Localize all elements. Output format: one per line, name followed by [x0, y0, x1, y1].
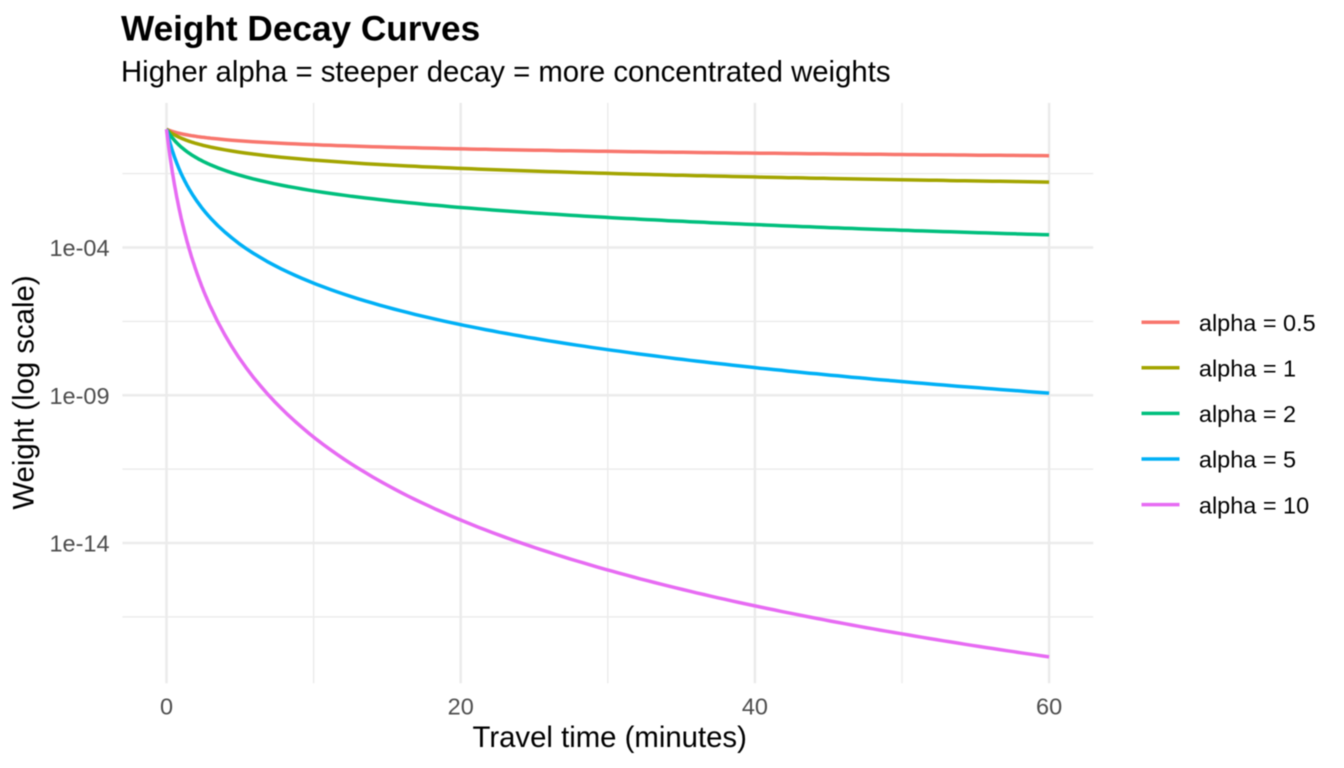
svg-text:60: 60	[1036, 694, 1062, 720]
svg-text:1e-04: 1e-04	[49, 235, 109, 261]
svg-text:0: 0	[160, 694, 173, 720]
svg-text:20: 20	[448, 694, 474, 720]
svg-text:Travel time (minutes): Travel time (minutes)	[473, 721, 747, 754]
svg-text:40: 40	[742, 694, 768, 720]
svg-text:alpha = 2: alpha = 2	[1199, 401, 1296, 427]
svg-text:Weight Decay Curves: Weight Decay Curves	[121, 10, 480, 49]
svg-text:Weight (log scale): Weight (log scale)	[8, 275, 41, 509]
svg-text:alpha = 5: alpha = 5	[1199, 447, 1296, 473]
svg-text:1e-09: 1e-09	[49, 383, 109, 409]
svg-text:alpha = 1: alpha = 1	[1199, 356, 1296, 382]
svg-text:alpha = 10: alpha = 10	[1199, 492, 1309, 518]
svg-text:1e-14: 1e-14	[49, 531, 109, 557]
svg-text:Higher alpha = steeper decay =: Higher alpha = steeper decay = more conc…	[121, 56, 891, 89]
svg-text:alpha = 0.5: alpha = 0.5	[1199, 310, 1316, 336]
